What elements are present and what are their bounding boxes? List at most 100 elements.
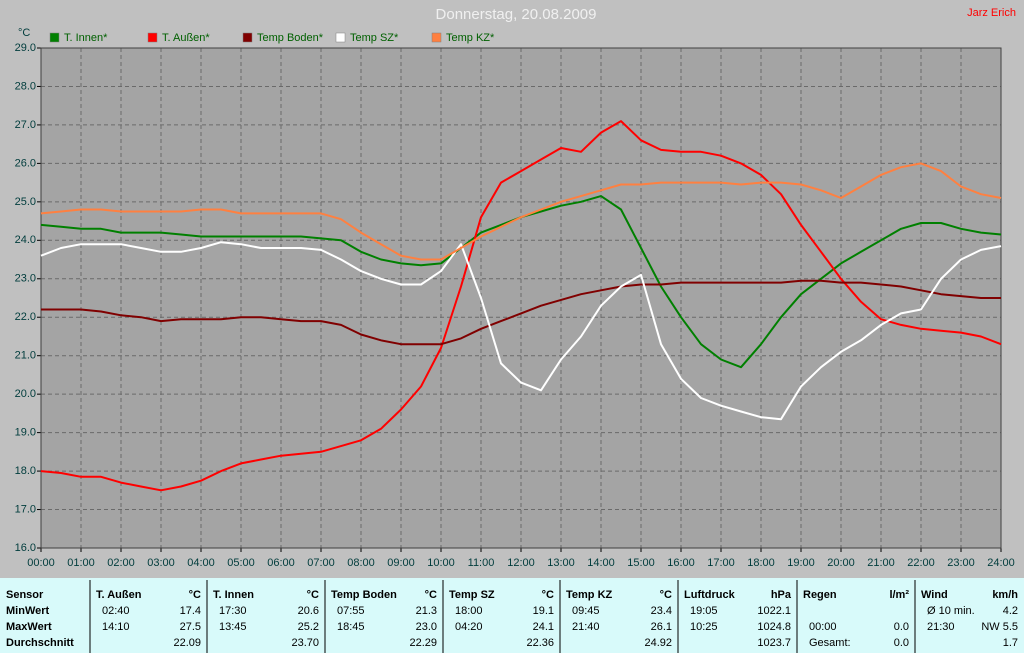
y-tick-label: 29.0 — [15, 42, 36, 54]
table-header: Temp KZ — [566, 589, 613, 601]
x-tick-label: 05:00 — [227, 557, 255, 569]
table-cell: 19.1 — [533, 605, 554, 617]
table-header: Luftdruck — [684, 589, 736, 601]
x-tick-label: 08:00 — [347, 557, 375, 569]
legend-swatch — [147, 32, 158, 43]
table-unit: °C — [189, 589, 201, 601]
table-cell: 20.6 — [298, 605, 319, 617]
y-tick-label: 25.0 — [15, 196, 36, 208]
table-cell: 0.0 — [894, 621, 909, 633]
x-tick-label: 18:00 — [747, 557, 775, 569]
x-tick-label: 06:00 — [267, 557, 295, 569]
x-tick-label: 15:00 — [627, 557, 655, 569]
table-header: Temp Boden — [331, 589, 397, 601]
x-tick-label: 04:00 — [187, 557, 215, 569]
table-cell: 4.2 — [1003, 605, 1018, 617]
y-tick-label: 24.0 — [15, 234, 36, 246]
x-tick-label: 24:00 — [987, 557, 1015, 569]
y-tick-label: 20.0 — [15, 388, 36, 400]
table-cell: 07:55 — [337, 605, 365, 617]
y-tick-label: 28.0 — [15, 80, 36, 92]
table-header: Sensor — [6, 589, 44, 601]
table-unit: l/m² — [889, 589, 909, 601]
legend-label: T. Innen* — [64, 32, 108, 44]
x-tick-label: 10:00 — [427, 557, 455, 569]
table-cell: Ø 10 min. — [927, 605, 975, 617]
legend-swatch — [335, 32, 346, 43]
table-cell: 13:45 — [219, 621, 247, 633]
x-tick-label: 02:00 — [107, 557, 135, 569]
x-tick-label: 17:00 — [707, 557, 735, 569]
y-tick-label: 19.0 — [15, 427, 36, 439]
table-cell: 14:10 — [102, 621, 130, 633]
table-cell: NW 5.5 — [981, 621, 1018, 633]
table-cell: 19:05 — [690, 605, 718, 617]
y-tick-label: 26.0 — [15, 157, 36, 169]
table-cell: 09:45 — [572, 605, 600, 617]
table-cell: 17:30 — [219, 605, 247, 617]
x-tick-label: 20:00 — [827, 557, 855, 569]
series-line — [40, 162, 1002, 261]
table-cell: 1022.1 — [757, 605, 791, 617]
x-tick-label: 00:00 — [27, 557, 55, 569]
table-cell: 23.0 — [416, 621, 437, 633]
table-cell: 00:00 — [809, 621, 837, 633]
legend-label: T. Außen* — [162, 32, 210, 44]
legend-swatch — [242, 32, 253, 43]
x-tick-label: 21:00 — [867, 557, 895, 569]
table-unit: °C — [542, 589, 554, 601]
y-axis-label: °C — [18, 27, 30, 39]
table-cell: 22.36 — [526, 637, 554, 649]
table-header: Wind — [921, 589, 948, 601]
table-cell: 04:20 — [455, 621, 483, 633]
x-tick-label: 03:00 — [147, 557, 175, 569]
author: Jarz Erich — [967, 7, 1016, 19]
table-cell: 24.1 — [533, 621, 554, 633]
table-cell: 18:45 — [337, 621, 365, 633]
table-cell: 0.0 — [894, 637, 909, 649]
y-tick-label: 21.0 — [15, 350, 36, 362]
table-cell: 25.2 — [298, 621, 319, 633]
table-header: T. Innen — [213, 589, 254, 601]
table-cell: 1024.8 — [757, 621, 791, 633]
y-tick-label: 22.0 — [15, 311, 36, 323]
table-unit: °C — [307, 589, 319, 601]
table-cell: 21.3 — [416, 605, 437, 617]
chart-title: Donnerstag, 20.08.2009 — [436, 6, 597, 23]
legend-label: Temp Boden* — [257, 32, 324, 44]
table-unit: °C — [660, 589, 672, 601]
table-unit: °C — [425, 589, 437, 601]
table-cell: 26.1 — [651, 621, 672, 633]
table-cell: 18:00 — [455, 605, 483, 617]
row-label: MinWert — [6, 605, 50, 617]
x-tick-label: 14:00 — [587, 557, 615, 569]
legend-swatch — [49, 32, 60, 43]
table-cell: 21:30 — [927, 621, 955, 633]
series-line — [40, 241, 1002, 421]
table-cell: 02:40 — [102, 605, 130, 617]
x-tick-label: 07:00 — [307, 557, 335, 569]
table-unit: hPa — [771, 589, 792, 601]
x-tick-label: 19:00 — [787, 557, 815, 569]
table-header: Temp SZ — [449, 589, 495, 601]
table-header: Regen — [803, 589, 837, 601]
series-line — [41, 279, 1001, 346]
table-cell: 1.7 — [1003, 637, 1018, 649]
table-cell: 1023.7 — [757, 637, 791, 649]
table-cell: 21:40 — [572, 621, 600, 633]
table-header: T. Außen — [96, 589, 142, 601]
row-label: MaxWert — [6, 621, 52, 633]
x-tick-label: 23:00 — [947, 557, 975, 569]
table-cell: Gesamt: — [809, 637, 851, 649]
x-tick-label: 01:00 — [67, 557, 95, 569]
y-tick-label: 23.0 — [15, 273, 36, 285]
x-tick-label: 12:00 — [507, 557, 535, 569]
series-line — [40, 120, 1002, 492]
y-tick-label: 17.0 — [15, 503, 36, 515]
x-tick-label: 22:00 — [907, 557, 935, 569]
y-tick-label: 27.0 — [15, 119, 36, 131]
table-cell: 23.4 — [651, 605, 672, 617]
x-tick-label: 16:00 — [667, 557, 695, 569]
table-cell: 23.70 — [291, 637, 319, 649]
x-tick-label: 13:00 — [547, 557, 575, 569]
